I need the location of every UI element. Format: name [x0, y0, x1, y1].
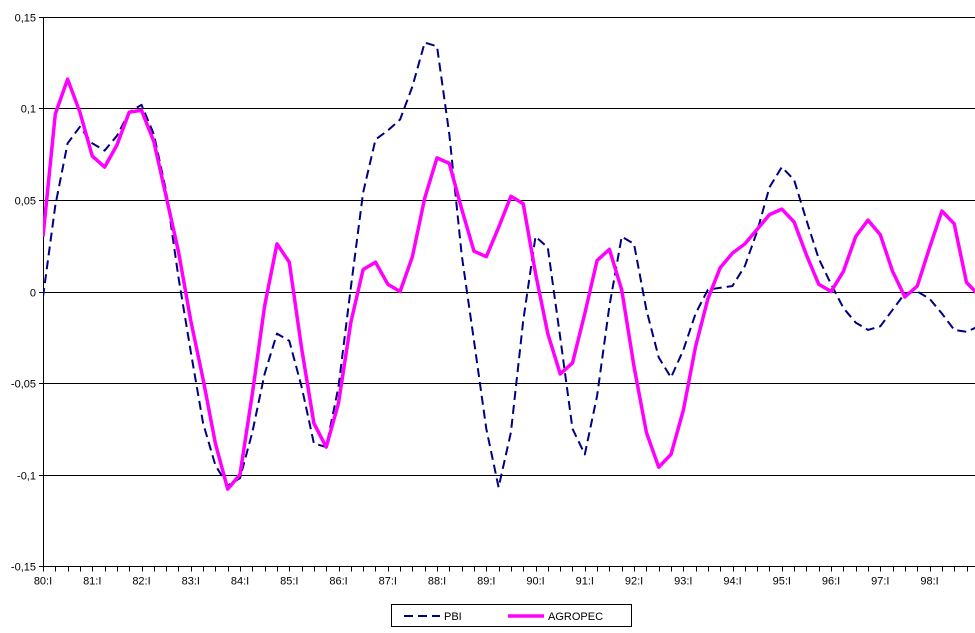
x-tick-label: 92:I: [625, 576, 643, 588]
x-tick-label: 85:I: [280, 576, 298, 588]
x-tick-label: 97:I: [871, 576, 889, 588]
x-tick-label: 80:I: [34, 576, 52, 588]
x-tick-label: 81:I: [83, 576, 101, 588]
x-tick-label: 83:I: [182, 576, 200, 588]
x-tick-label: 91:I: [576, 576, 594, 588]
x-tick-label: 96:I: [822, 576, 840, 588]
y-tick-label: 0: [30, 288, 36, 300]
y-tick-label: 0,15: [15, 13, 36, 25]
y-tick-label: -0,1: [17, 471, 36, 483]
y-tick-label: -0,15: [11, 562, 36, 574]
x-tick-label: 90:I: [526, 576, 544, 588]
series-lines: [43, 41, 975, 491]
y-tick-labels: 0,15 0,1 0,05 0 -0,05 -0,1 -0,15: [11, 13, 36, 574]
x-tick-label: 94:I: [723, 576, 741, 588]
axes: [39, 17, 968, 572]
legend: PBI AGROPEC: [391, 604, 632, 627]
x-tick-label: 95:I: [773, 576, 791, 588]
x-tick-label: 98:I: [920, 576, 938, 588]
x-tick-label: 88:I: [428, 576, 446, 588]
y-tick-label: -0,05: [11, 379, 36, 391]
x-tick-label: 86:I: [329, 576, 347, 588]
x-tick-label: 87:I: [379, 576, 397, 588]
y-tick-label: 0,05: [15, 196, 36, 208]
y-tick-label: 0,1: [21, 104, 36, 116]
series-line-pbi: [43, 41, 975, 489]
legend-label-agropec: AGROPEC: [548, 611, 603, 623]
legend-label-pbi: PBI: [444, 611, 462, 623]
x-tick-label: 82:I: [132, 576, 150, 588]
x-tick-labels: 80:I 81:I 82:I 83:I 84:I 85:I 86:I 87:I 88:I 89:I…: [34, 576, 939, 588]
x-tick-label: 93:I: [674, 576, 692, 588]
x-tick-label: 89:I: [477, 576, 495, 588]
x-tick-label: 84:I: [231, 576, 249, 588]
series-line-agropec: [43, 77, 975, 491]
